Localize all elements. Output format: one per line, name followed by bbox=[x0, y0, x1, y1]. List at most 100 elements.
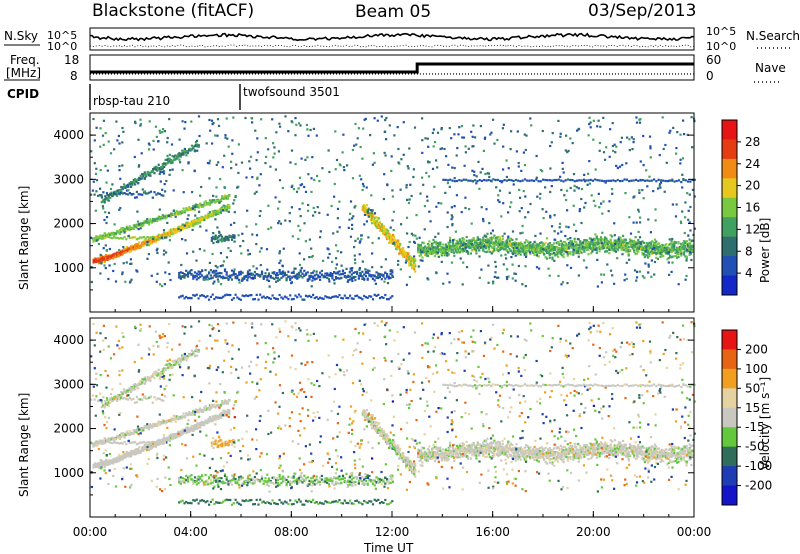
data-cell bbox=[454, 243, 457, 246]
data-cell bbox=[186, 273, 190, 276]
data-cell bbox=[104, 244, 107, 247]
data-cell bbox=[357, 274, 360, 277]
data-cell bbox=[656, 249, 659, 252]
data-cell bbox=[579, 246, 582, 249]
data-cell bbox=[249, 155, 253, 158]
freq-label-line2: [MHz] bbox=[6, 66, 41, 80]
data-cell bbox=[464, 206, 467, 210]
data-cell bbox=[391, 271, 394, 274]
data-cell bbox=[598, 247, 601, 250]
data-cell bbox=[534, 251, 537, 254]
data-cell bbox=[667, 247, 670, 250]
data-cell bbox=[476, 236, 479, 239]
data-cell bbox=[578, 208, 581, 211]
data-cell bbox=[391, 219, 394, 222]
data-cell bbox=[391, 195, 394, 198]
data-cell bbox=[125, 193, 128, 196]
data-cell bbox=[654, 219, 657, 222]
data-cell bbox=[199, 219, 202, 222]
data-cell bbox=[583, 173, 586, 176]
data-cell bbox=[216, 134, 219, 137]
data-cell bbox=[680, 254, 683, 257]
data-cell bbox=[192, 223, 195, 226]
data-cell bbox=[600, 202, 603, 205]
data-cell bbox=[183, 209, 187, 213]
data-cell bbox=[510, 201, 513, 204]
data-cell bbox=[326, 273, 329, 276]
data-cell bbox=[444, 248, 447, 251]
data-cell bbox=[547, 245, 550, 248]
data-cell bbox=[220, 272, 223, 275]
data-cell bbox=[688, 238, 691, 241]
data-cell bbox=[186, 275, 190, 278]
data-cell bbox=[537, 255, 540, 258]
data-cell bbox=[169, 169, 172, 172]
data-cell bbox=[182, 153, 185, 156]
data-cell bbox=[217, 239, 220, 242]
data-cell bbox=[647, 218, 650, 221]
data-cell bbox=[376, 222, 380, 225]
data-cell bbox=[215, 209, 218, 212]
data-cell bbox=[163, 170, 166, 173]
data-cell bbox=[221, 209, 224, 212]
data-cell bbox=[448, 127, 451, 130]
data-cell bbox=[121, 187, 124, 190]
data-cell bbox=[353, 144, 356, 147]
data-cell bbox=[197, 204, 200, 207]
data-cell bbox=[333, 195, 336, 198]
data-cell bbox=[587, 244, 590, 247]
data-cell bbox=[113, 192, 116, 195]
data-cell bbox=[375, 220, 379, 223]
data-cell bbox=[613, 247, 616, 250]
data-cell bbox=[129, 247, 133, 250]
data-cell bbox=[400, 223, 403, 226]
data-cell bbox=[586, 245, 589, 248]
data-cell bbox=[172, 155, 175, 158]
data-cell bbox=[679, 220, 682, 223]
data-cell bbox=[219, 178, 222, 181]
data-cell bbox=[371, 298, 375, 301]
data-cell bbox=[247, 270, 250, 273]
data-cell bbox=[447, 246, 450, 249]
data-cell bbox=[417, 247, 420, 250]
data-cell bbox=[422, 183, 425, 186]
data-cell bbox=[336, 272, 339, 275]
data-cell bbox=[185, 150, 188, 153]
data-cell bbox=[204, 296, 207, 299]
data-cell bbox=[134, 246, 137, 249]
data-cell bbox=[586, 239, 589, 242]
data-cell bbox=[336, 295, 339, 299]
cpid-segment-1: rbsp-tau 210 bbox=[93, 94, 170, 108]
data-cell bbox=[163, 162, 166, 165]
data-cell bbox=[519, 250, 522, 253]
data-cell bbox=[178, 225, 181, 228]
data-cell bbox=[581, 241, 585, 244]
data-cell bbox=[225, 195, 228, 198]
data-cell bbox=[602, 245, 605, 248]
data-cell bbox=[139, 236, 142, 239]
data-cell bbox=[224, 237, 227, 240]
data-cell bbox=[141, 222, 144, 225]
data-cell bbox=[608, 248, 611, 251]
data-cell bbox=[307, 134, 310, 137]
data-cell bbox=[598, 242, 601, 245]
data-cell bbox=[150, 219, 153, 222]
data-cell bbox=[669, 248, 672, 251]
data-cell bbox=[114, 252, 117, 255]
data-cell bbox=[442, 250, 445, 253]
data-cell bbox=[333, 282, 336, 285]
data-cell bbox=[631, 148, 634, 151]
data-cell bbox=[519, 241, 522, 244]
data-cell bbox=[106, 255, 109, 259]
data-cell bbox=[670, 256, 673, 259]
data-cell bbox=[509, 238, 513, 241]
data-cell bbox=[606, 242, 609, 245]
data-cell bbox=[648, 135, 652, 138]
data-cell bbox=[508, 191, 511, 194]
data-cell bbox=[203, 203, 206, 206]
data-cell bbox=[153, 219, 156, 223]
data-cell bbox=[375, 276, 378, 279]
data-cell bbox=[125, 261, 128, 264]
data-cell bbox=[670, 242, 673, 245]
data-cell bbox=[439, 147, 442, 151]
